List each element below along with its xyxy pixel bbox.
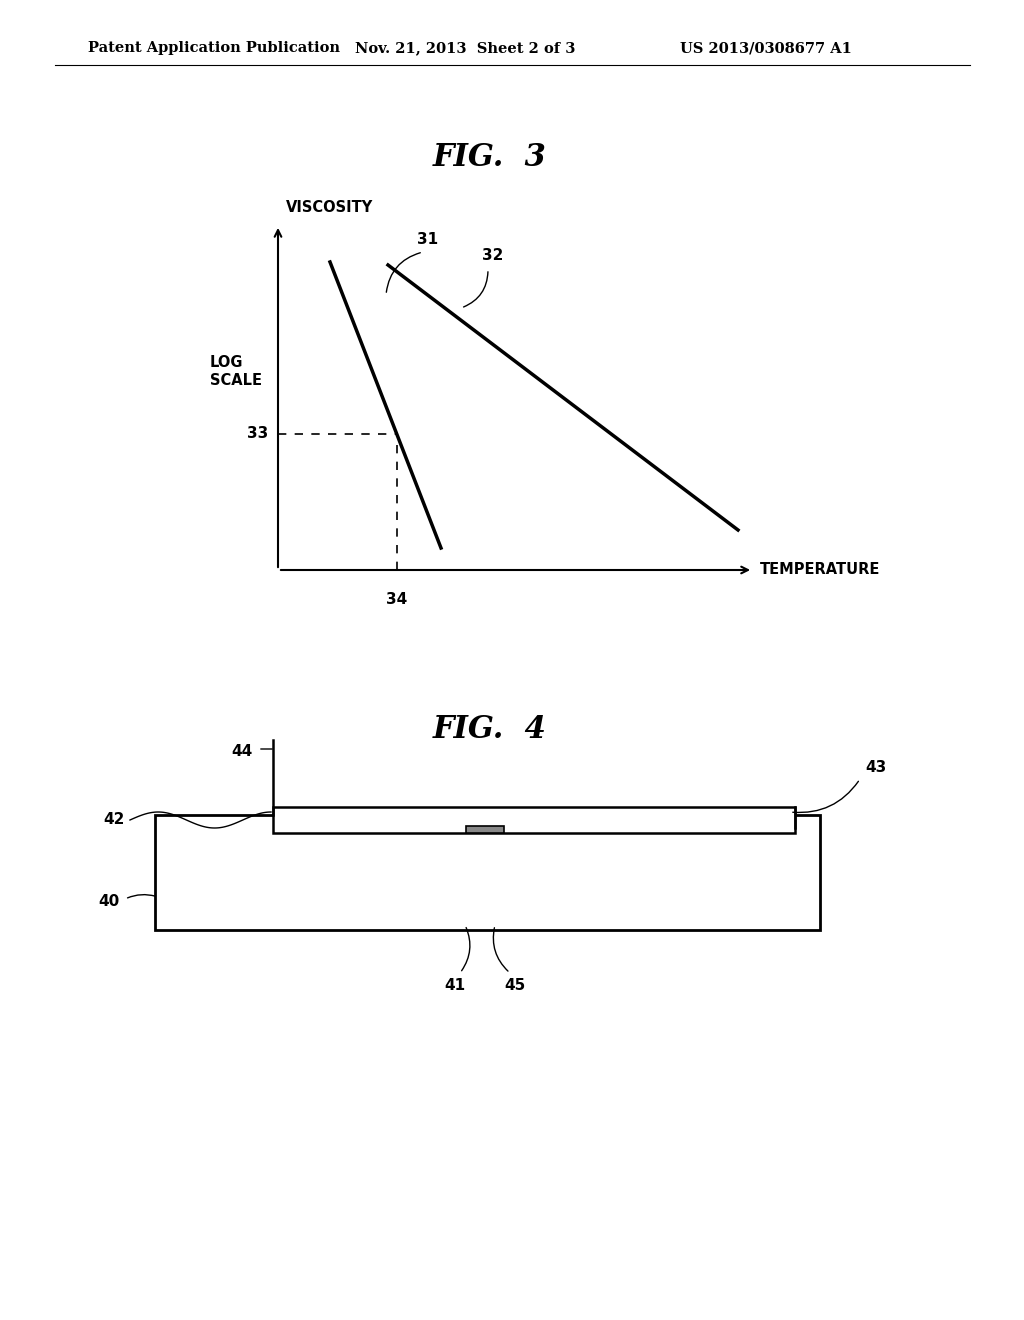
Text: TEMPERATURE: TEMPERATURE bbox=[760, 562, 881, 578]
Text: 33: 33 bbox=[247, 426, 268, 441]
Text: Nov. 21, 2013  Sheet 2 of 3: Nov. 21, 2013 Sheet 2 of 3 bbox=[355, 41, 575, 55]
Text: VISCOSITY: VISCOSITY bbox=[286, 201, 374, 215]
Text: LOG
SCALE: LOG SCALE bbox=[210, 355, 262, 388]
Bar bbox=[273, 807, 795, 833]
Bar bbox=[155, 814, 820, 931]
Text: 41: 41 bbox=[444, 978, 466, 993]
Bar bbox=[466, 826, 504, 833]
Text: 31: 31 bbox=[418, 232, 438, 248]
Text: US 2013/0308677 A1: US 2013/0308677 A1 bbox=[680, 41, 852, 55]
Text: 40: 40 bbox=[98, 895, 120, 909]
Text: 43: 43 bbox=[865, 759, 886, 775]
Text: FIG.  3: FIG. 3 bbox=[433, 143, 547, 173]
Text: 32: 32 bbox=[482, 248, 504, 263]
Text: 45: 45 bbox=[505, 978, 525, 993]
Text: 42: 42 bbox=[103, 813, 125, 828]
Text: 44: 44 bbox=[231, 744, 253, 759]
Text: FIG.  4: FIG. 4 bbox=[433, 714, 547, 746]
Text: Patent Application Publication: Patent Application Publication bbox=[88, 41, 340, 55]
Text: 34: 34 bbox=[386, 591, 408, 607]
